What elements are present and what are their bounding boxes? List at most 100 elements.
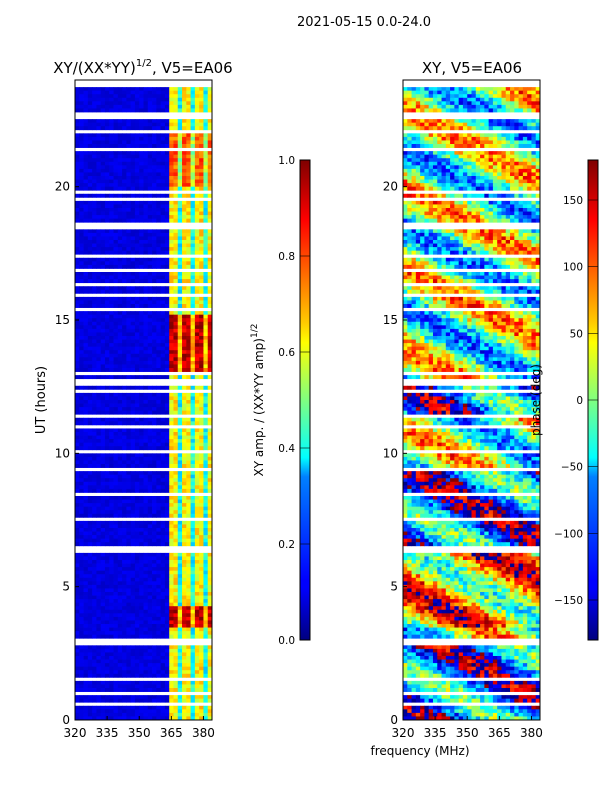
amp-heatmap-cell [203,407,209,412]
amp-heatmap-cell [104,435,110,440]
amp-heatmap-cell [173,183,179,188]
phase-heatmap-cell [484,101,490,106]
amp-heatmap-cell [87,375,93,380]
amp-heatmap-cell [194,122,200,127]
amp-heatmap-cell [160,247,166,252]
amp-heatmap-cell [203,172,209,177]
amp-heatmap-cell [126,311,132,316]
amp-heatmap-cell [160,396,166,401]
amp-heatmap-cell [147,588,153,593]
amp-heatmap-cell [160,122,166,127]
amp-heatmap-cell [143,609,149,614]
amp-heatmap-cell [156,204,162,209]
amp-heatmap-cell [186,616,191,621]
amp-heatmap-cell [75,670,80,675]
amp-heatmap-cell [177,215,183,220]
amp-heatmap-cell [134,528,140,532]
amp-heatmap-cell [190,318,196,323]
amp-heatmap-cell [164,645,170,650]
amp-heatmap-cell [203,410,209,415]
amp-heatmap-cell [177,453,183,458]
amp-heatmap-cell [79,599,84,604]
amp-heatmap-cell [100,503,106,508]
amp-heatmap-cell [199,90,204,95]
amp-heatmap-cell [156,439,162,444]
amp-heatmap-cell [117,624,123,628]
amp-heatmap-cell [104,560,110,564]
amp-heatmap-cell [169,407,174,412]
amp-heatmap-cell [126,652,132,657]
amp-heatmap-cell [87,592,93,596]
amp-heatmap-cell [190,446,196,451]
amp-heatmap-cell [164,584,170,589]
amp-heatmap-cell [173,538,179,543]
amp-heatmap-cell [113,716,119,720]
amp-heatmap-cell [203,300,209,305]
amp-heatmap-cell [139,193,144,198]
amp-heatmap-cell [143,168,149,173]
amp-heatmap-cell [100,524,106,529]
amp-heatmap-cell [109,357,114,362]
amp-heatmap-cell [207,631,212,636]
amp-heatmap-cell [104,346,110,351]
amp-heatmap-cell [164,656,170,660]
amp-heatmap-cell [122,627,127,632]
amp-heatmap-cell [92,289,97,294]
amp-heatmap-cell [75,368,80,372]
amp-heatmap-cell [139,513,144,518]
amp-heatmap-cell [160,705,166,710]
amp-heatmap-cell [122,499,127,504]
amp-heatmap-cell [152,343,157,348]
amp-heatmap-cell [186,599,191,604]
amp-heatmap-cell [75,133,80,138]
amp-heatmap-cell [156,368,162,372]
amp-heatmap-cell [134,385,140,390]
amp-heatmap-cell [75,464,80,468]
amp-heatmap-cell [177,275,183,280]
amp-heatmap-cell [203,392,209,397]
amp-heatmap-cell [75,229,80,234]
amp-heatmap-cell [104,183,110,188]
amp-heatmap-cell [199,343,204,348]
amp-heatmap-cell [143,567,149,572]
amp-heatmap-cell [87,403,93,408]
amp-heatmap-cell [207,624,212,628]
amp-heatmap-cell [122,538,127,543]
amp-heatmap-cell [130,392,136,397]
amp-heatmap-cell [130,428,136,433]
amp-heatmap-cell [152,236,157,241]
amp-heatmap-cell [143,403,149,408]
amp-heatmap-cell [143,663,149,668]
amp-heatmap-cell [96,360,102,365]
amp-heatmap-cell [117,609,123,614]
amp-heatmap-cell [139,673,144,678]
amp-heatmap-cell [139,680,144,685]
amp-heatmap-cell [173,392,179,397]
phase-heatmap-cell [424,94,430,99]
amp-heatmap-cell [186,296,191,301]
amp-heatmap-cell [113,232,119,237]
amp-heatmap-cell [152,87,157,92]
amp-heatmap-cell [164,154,170,159]
amp-heatmap-cell [169,656,174,660]
amp-heatmap-cell [122,396,127,401]
amp-heatmap-cell [164,560,170,564]
amp-heatmap-cell [203,712,209,717]
amp-heatmap-cell [207,563,212,568]
amp-heatmap-cell [190,698,196,703]
amp-heatmap-cell [169,453,174,458]
amp-heatmap-cell [152,478,157,483]
amp-heatmap-cell [169,286,174,291]
amp-heatmap-cell [190,428,196,433]
amp-heatmap-cell [117,421,123,426]
amp-heatmap-cell [126,119,132,124]
amp-heatmap-cell [126,645,132,650]
amp-heatmap-cell [203,314,209,319]
amp-heatmap-cell [104,627,110,632]
amp-heatmap-cell [190,122,196,127]
amp-heatmap-cell [190,663,196,668]
amp-heatmap-cell [160,620,166,625]
amp-heatmap-cell [122,485,127,490]
amp-heatmap-cell [190,407,196,412]
amp-heatmap-cell [134,368,140,372]
